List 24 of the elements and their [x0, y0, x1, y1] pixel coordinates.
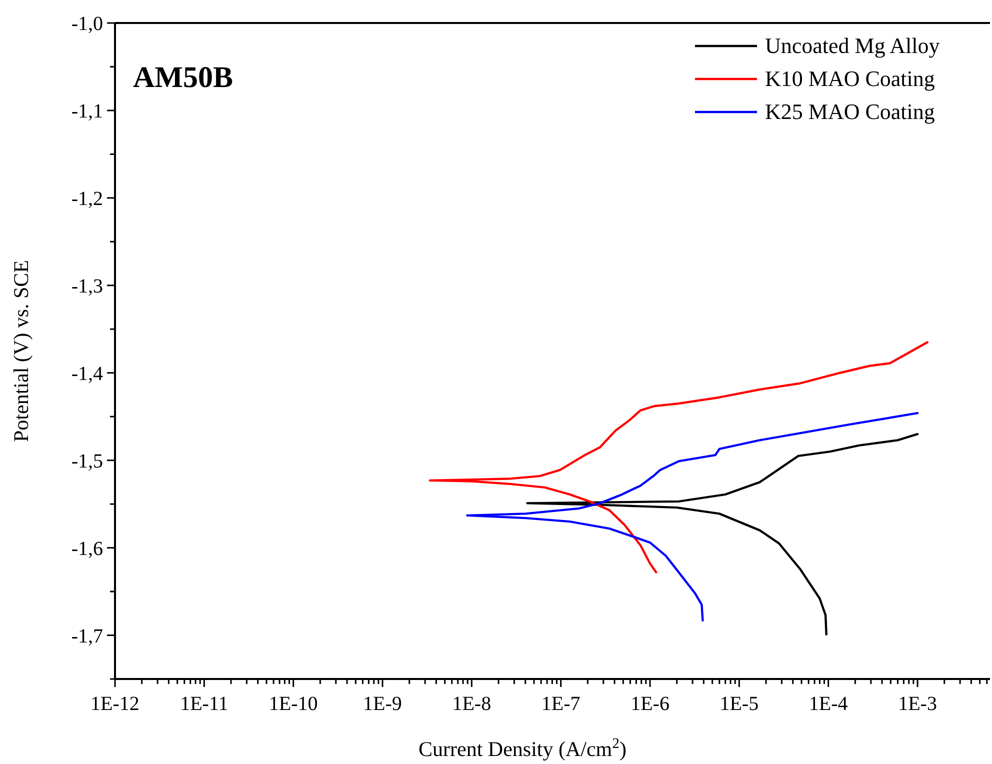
- x-tick-label: 1E-11: [180, 693, 228, 715]
- y-tick-label: -1,4: [71, 362, 103, 385]
- x-tick-label: 1E-6: [630, 693, 670, 715]
- legend-label: K10 MAO Coating: [765, 66, 935, 91]
- x-tick-label: 1E-4: [808, 693, 848, 715]
- y-tick-label: -1,7: [71, 625, 103, 648]
- x-tick-label: 1E-8: [452, 693, 492, 715]
- x-tick-label: 1E-5: [720, 693, 759, 715]
- x-tick-label: 1E-7: [541, 693, 580, 715]
- y-tick-label: -1,0: [71, 13, 103, 35]
- y-tick-label: -1,1: [71, 100, 103, 122]
- x-tick-label: 1E-3: [898, 693, 937, 715]
- y-axis-title: Potential (V) vs. SCE: [9, 260, 33, 442]
- y-tick-label: -1,2: [71, 188, 103, 210]
- x-tick-label: 1E-12: [90, 693, 140, 715]
- legend-label: K25 MAO Coating: [765, 99, 935, 124]
- legend-label: Uncoated Mg Alloy: [765, 33, 940, 58]
- x-tick-label: 1E-9: [363, 693, 402, 715]
- text: AM50B: [133, 61, 233, 94]
- y-tick-label: -1,6: [71, 538, 103, 560]
- y-tick-label: -1,5: [71, 450, 103, 472]
- y-tick-label: -1,3: [71, 275, 103, 298]
- x-tick-label: 1E-10: [268, 693, 318, 715]
- x-axis-title: Current Density (A/cm$^{2}$): [418, 736, 626, 761]
